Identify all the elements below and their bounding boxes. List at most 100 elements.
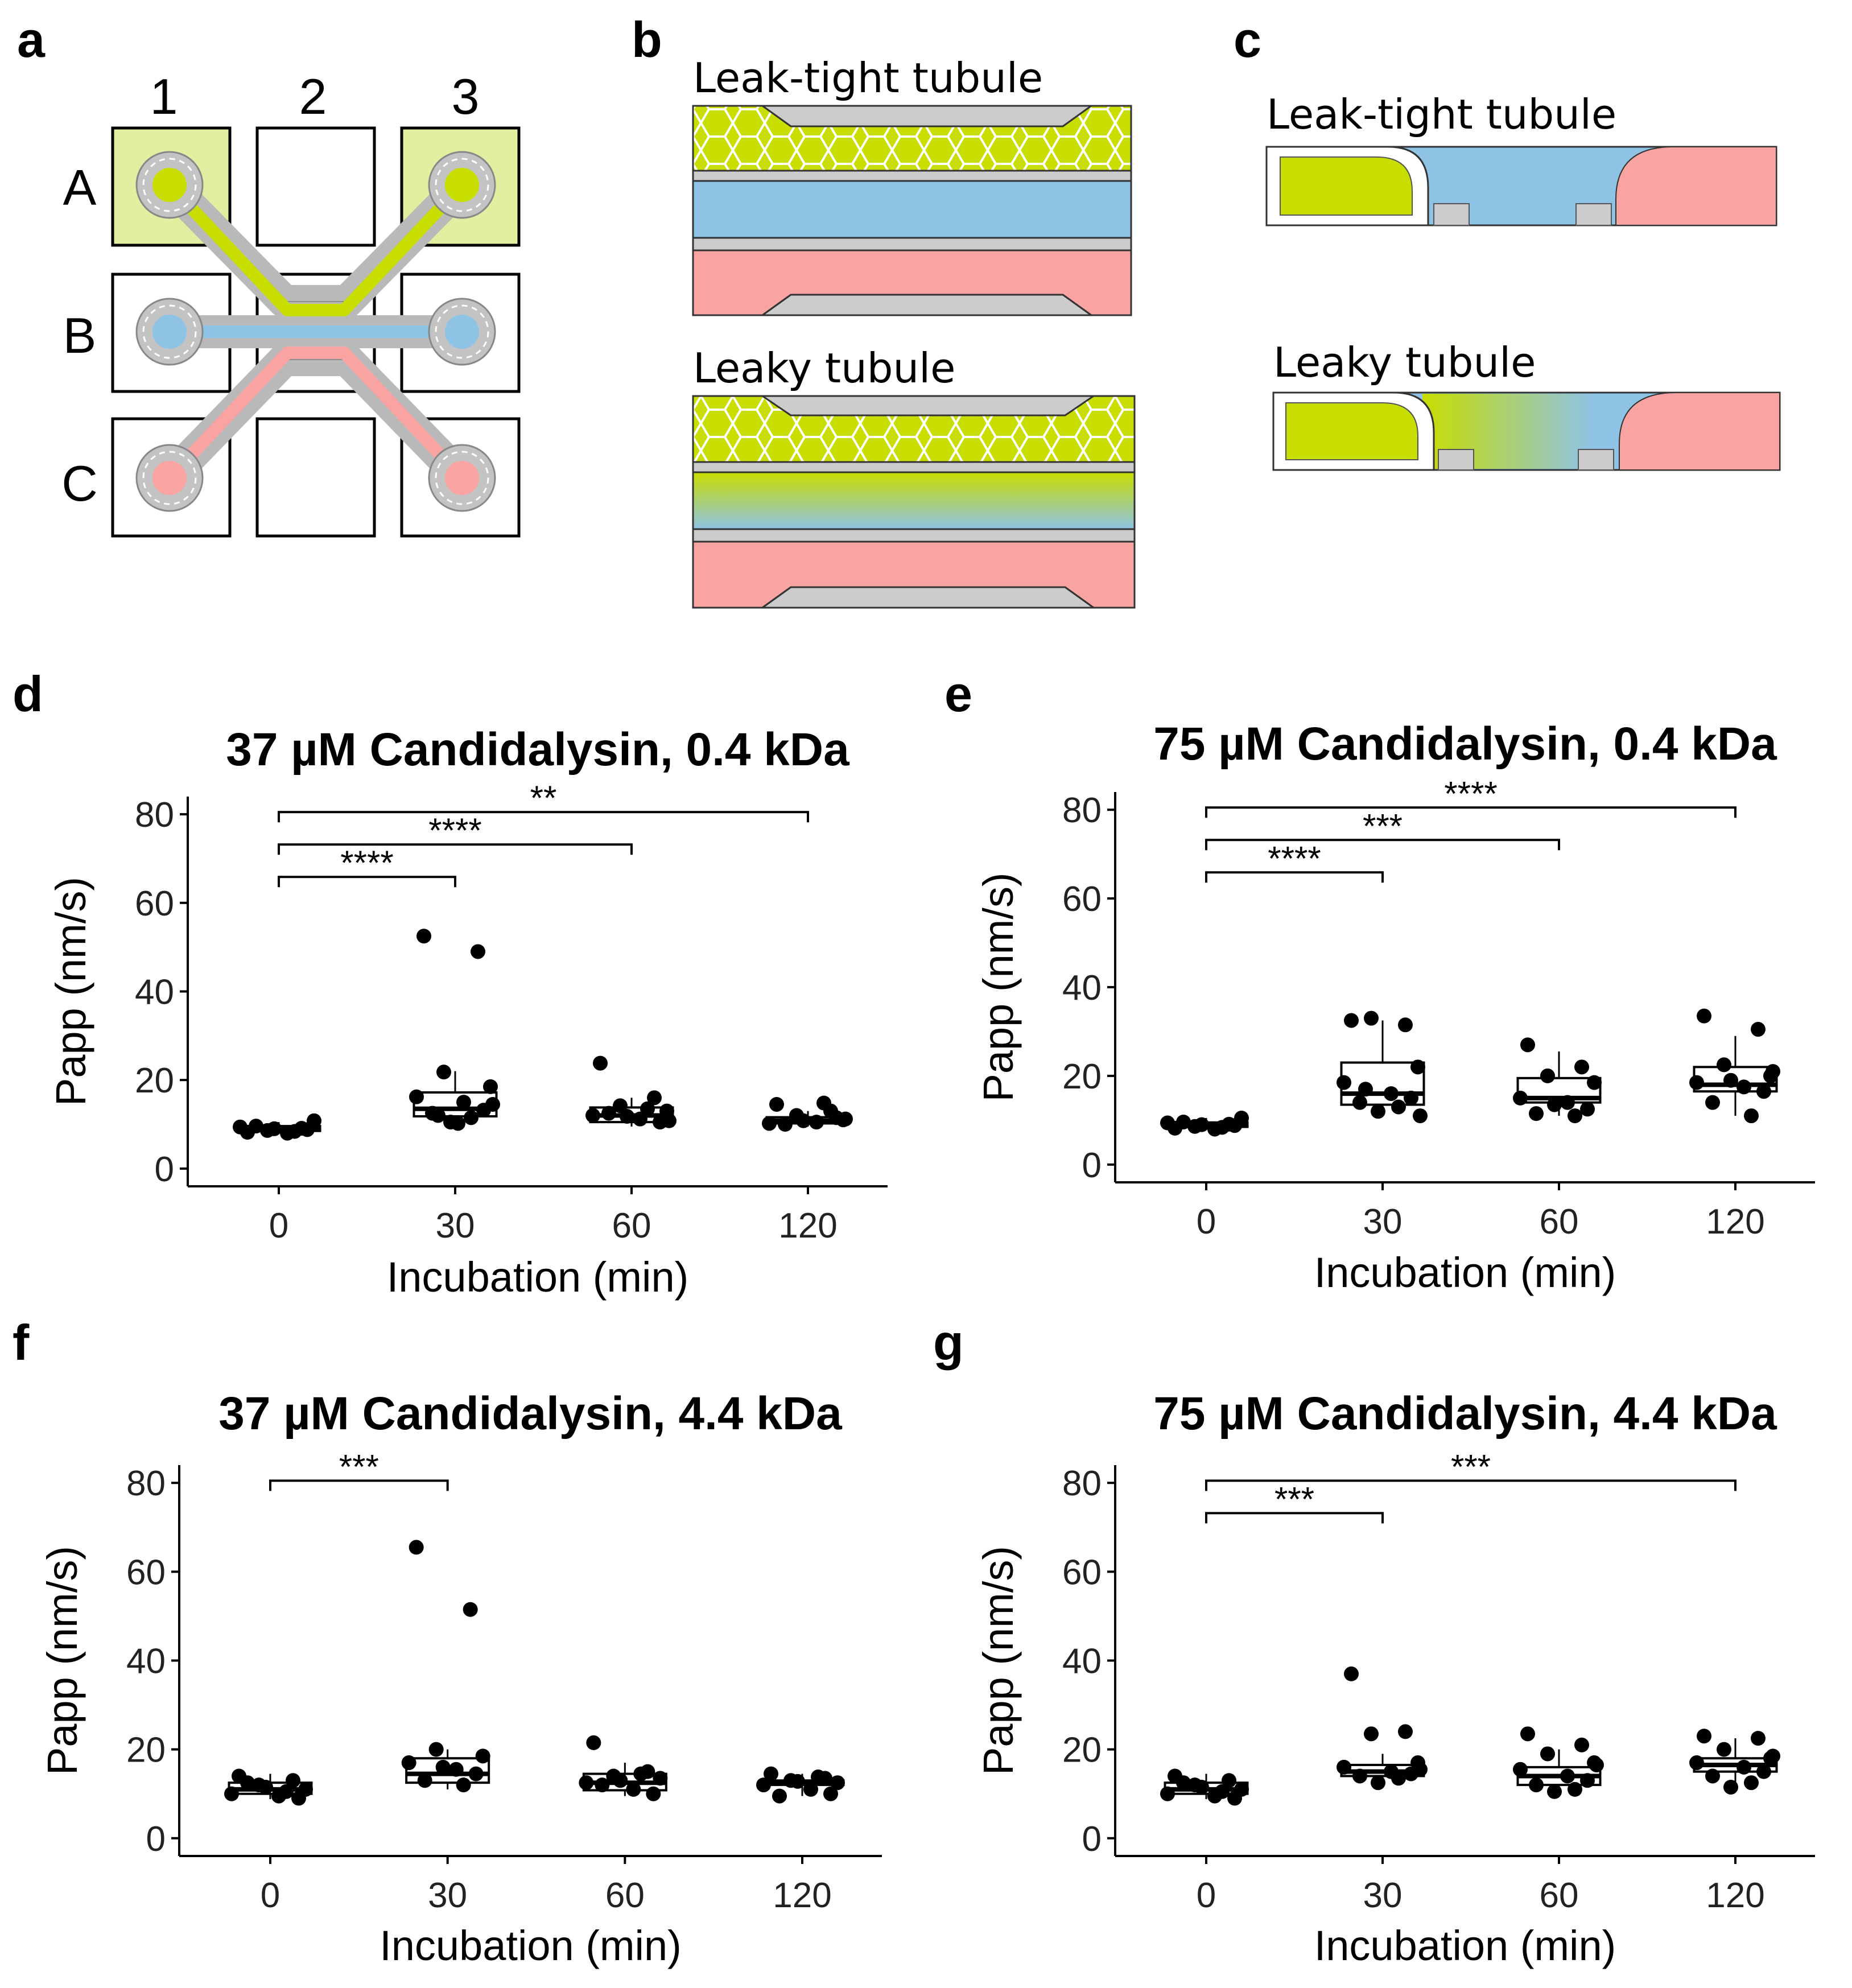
y-axis-label: Papp (nm/s): [975, 872, 1022, 1102]
data-point: [1574, 1059, 1589, 1075]
data-point: [451, 1116, 465, 1131]
data-point: [796, 1113, 811, 1128]
data-point: [1589, 1757, 1604, 1772]
data-point: [1404, 1090, 1418, 1106]
y-tick-label: 20: [1062, 1057, 1102, 1096]
data-point: [1176, 1775, 1191, 1791]
data-point: [1705, 1095, 1720, 1110]
x-axis-label: Incubation (min): [1314, 1922, 1616, 1969]
data-point: [1580, 1102, 1595, 1117]
data-point: [1227, 1118, 1242, 1133]
chart-title: 75 µM Candidalysin, 0.4 kDa: [1153, 718, 1777, 770]
data-point: [756, 1777, 771, 1793]
chart-f: 37 µM Candidalysin, 4.4 kDa 0 20 40 60 80 0 30 6…: [39, 1388, 882, 1969]
c-bottom-title: Leaky tubule: [1273, 339, 1536, 386]
x-tick-label: 60: [612, 1206, 651, 1245]
y-tick-label: 40: [1062, 1642, 1102, 1681]
data-point: [1398, 1017, 1413, 1033]
significance-bracket: [269, 1479, 449, 1491]
data-point: [1560, 1095, 1575, 1110]
data-point: [1568, 1108, 1582, 1124]
data-point: [471, 944, 485, 959]
data-point: [409, 1089, 424, 1104]
y-tick-label: 40: [1062, 968, 1102, 1008]
data-point: [595, 1777, 610, 1793]
data-point: [1398, 1724, 1413, 1739]
data-point: [838, 1111, 853, 1127]
data-point: [803, 1781, 818, 1797]
y-tick-label: 20: [126, 1731, 166, 1770]
data-point: [286, 1773, 300, 1788]
y-tick-label: 0: [1082, 1146, 1102, 1185]
data-point: [485, 1096, 500, 1112]
chart-e: 75 µM Candidalysin, 0.4 kDa 0 20 40 60 80 0 30 6…: [975, 718, 1815, 1296]
data-point: [1705, 1768, 1720, 1784]
data-point: [1337, 1759, 1351, 1775]
data-point: [633, 1766, 649, 1781]
data-point: [662, 1113, 677, 1128]
data-point: [468, 1766, 484, 1781]
x-axis-label: Incubation (min): [1314, 1249, 1616, 1296]
significance-label: ****: [428, 811, 481, 849]
significance-bracket: [1205, 871, 1384, 883]
data-point: [1689, 1755, 1704, 1771]
panel-label-g: g: [933, 1314, 964, 1371]
data-point: [1540, 1068, 1555, 1083]
x-tick-label: 30: [436, 1206, 475, 1245]
panel-label-a: a: [17, 11, 46, 68]
y-axis-label: Papp (nm/s): [975, 1546, 1022, 1775]
y-tick-label: 40: [135, 973, 174, 1012]
x-tick-label: 0: [1197, 1876, 1216, 1915]
data-point: [762, 1116, 777, 1131]
significance-label: ***: [339, 1447, 379, 1486]
data-point: [1717, 1742, 1731, 1757]
data-point: [1194, 1779, 1209, 1795]
x-tick-label: 60: [605, 1876, 645, 1915]
significance-bracket: [1205, 1479, 1736, 1491]
data-point: [1352, 1768, 1367, 1784]
data-point: [593, 1055, 608, 1071]
y-tick-label: 40: [126, 1642, 166, 1681]
data-point: [1736, 1079, 1751, 1095]
significance-bracket: [278, 876, 456, 888]
y-tick-label: 80: [126, 1464, 166, 1503]
x-tick-label: 0: [1197, 1202, 1216, 1242]
chip-layout: 1 2 3 A B C: [61, 68, 521, 538]
b-bottom-title: Leaky tubule: [693, 344, 955, 392]
data-point: [431, 1108, 446, 1123]
data-point: [1723, 1073, 1738, 1088]
panel-label-f: f: [13, 1314, 30, 1371]
y-tick-label: 20: [135, 1061, 174, 1100]
data-point: [620, 1109, 634, 1124]
data-point: [1194, 1117, 1209, 1132]
y-tick-label: 60: [135, 884, 174, 923]
data-point: [1520, 1726, 1535, 1742]
panel-label-c: c: [1234, 11, 1261, 68]
data-point: [809, 1115, 824, 1130]
data-point: [1215, 1120, 1230, 1135]
data-point: [1364, 1011, 1379, 1026]
data-point: [1413, 1762, 1428, 1777]
data-point: [646, 1786, 661, 1801]
panel-label-e: e: [944, 666, 972, 722]
data-point: [1560, 1768, 1575, 1784]
data-point: [1371, 1775, 1385, 1791]
significance-bracket: [1205, 839, 1560, 851]
significance-label: ***: [1363, 807, 1403, 845]
data-point: [1744, 1775, 1759, 1791]
data-point: [626, 1781, 641, 1797]
data-point: [1540, 1746, 1555, 1762]
data-point: [267, 1121, 282, 1136]
side-view-diagram: Leak-tight tubule Leaky tubule: [1265, 90, 1781, 471]
data-point: [633, 1111, 647, 1127]
significance-label: ***: [1274, 1480, 1314, 1518]
data-point: [456, 1777, 471, 1793]
data-point: [1697, 1729, 1711, 1744]
x-tick-label: 120: [1706, 1876, 1764, 1915]
data-point: [1227, 1791, 1242, 1806]
row-label-B: B: [63, 307, 97, 364]
data-point: [300, 1122, 315, 1137]
data-point: [1391, 1771, 1406, 1786]
y-tick-label: 0: [1082, 1820, 1102, 1859]
